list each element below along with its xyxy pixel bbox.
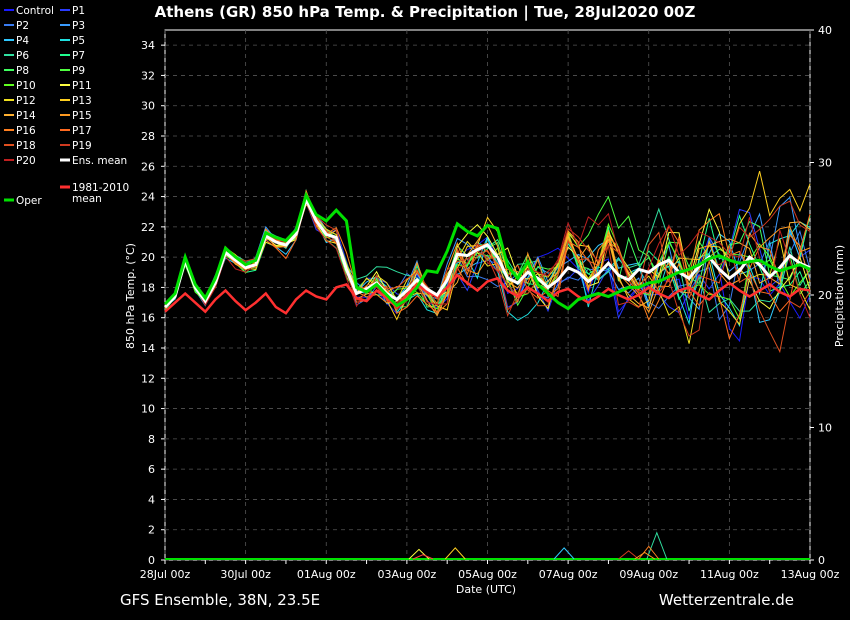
legend-label: P20 [16,155,36,167]
legend-label: P1 [72,5,85,17]
x-tick-label: 13Aug 00z [781,568,840,581]
legend-label: P18 [16,140,36,152]
y-tick-label: 26 [141,160,155,173]
y2-tick-label: 40 [818,24,832,37]
y-tick-label: 2 [148,524,155,537]
legend-label: P2 [16,20,29,32]
precip-spike [444,547,466,560]
legend: Control P1 P2 P3 P4 P5 P6 P7 P8 P9 P10 P11 P12 P13 P14… [4,5,129,207]
y-tick-label: 8 [148,433,155,446]
legend-label: Ens. mean [72,155,127,167]
legend-label: P7 [72,50,85,62]
series-line-oper [163,191,811,311]
legend-label: P4 [16,35,29,47]
chart-title: Athens (GR) 850 hPa Temp. & Precipitatio… [155,3,696,22]
precip-spike [646,531,668,560]
x-tick-label: 01Aug 00z [297,568,356,581]
legend-label: P14 [16,110,36,122]
y-tick-label: 30 [141,100,155,113]
y-axis-label: 850 hPa Temp. (°C) [124,243,137,349]
legend-label: Oper [16,195,42,207]
x-tick-label: 05Aug 00z [458,568,517,581]
x-tick-label: 03Aug 00z [378,568,437,581]
series-line-climate-mean [164,273,811,315]
x-tick-label: 28Jul 00z [140,568,191,581]
legend-label: P16 [16,125,36,137]
y-tick-label: 18 [141,281,155,294]
precip-spike [412,554,434,560]
legend-label: P11 [72,80,92,92]
legend-label: P10 [16,80,36,92]
legend-label: P13 [72,95,92,107]
legend-label: P17 [72,125,92,137]
legend-label: P8 [16,65,29,77]
legend-label: P3 [72,20,85,32]
legend-label: P6 [16,50,29,62]
y2-tick-label: 10 [818,422,832,435]
x-tick-label: 11Aug 00z [700,568,759,581]
legend-label: P5 [72,35,85,47]
y2-tick-label: 20 [818,289,832,302]
y-tick-label: 28 [141,130,155,143]
precip-spike [638,545,660,560]
y-tick-label: 10 [141,403,155,416]
y-tick-label: 22 [141,221,155,234]
legend-label: 1981-2010 mean [72,182,129,205]
x-axis-label: Date (UTC) [456,583,516,596]
footer-model-info: GFS Ensemble, 38N, 23.5E [120,591,320,609]
y-tick-label: 16 [141,312,155,325]
x-tick-label: 30Jul 00z [220,568,271,581]
y-tick-label: 34 [141,39,155,52]
y-tick-label: 12 [141,372,155,385]
legend-label: Control [16,5,54,17]
legend-label: P9 [72,65,85,77]
legend-label: P15 [72,110,92,122]
precip-spike [553,547,575,560]
footer-site-name: Wetterzentrale.de [659,591,794,609]
legend-label: P19 [72,140,92,152]
y2-axis-label: Precipitation (mm) [833,245,846,347]
x-tick-label: 09Aug 00z [619,568,678,581]
y-tick-label: 24 [141,191,155,204]
y-tick-label: 6 [148,463,155,476]
y-tick-label: 20 [141,251,155,264]
plot-area: 0246810121416182022242628303234010203040… [140,24,840,581]
y-tick-label: 4 [148,493,155,506]
y2-tick-label: 30 [818,157,832,170]
precip-spike [634,551,655,560]
y2-tick-label: 0 [818,554,825,567]
series-line-p17 [164,201,811,341]
y-tick-label: 0 [148,554,155,567]
x-tick-label: 07Aug 00z [539,568,598,581]
precip-spike [618,550,639,560]
legend-label: P12 [16,95,36,107]
series-line-p16 [164,189,811,322]
precip-spike [408,548,430,560]
y-tick-label: 32 [141,69,155,82]
y-tick-label: 14 [141,342,155,355]
